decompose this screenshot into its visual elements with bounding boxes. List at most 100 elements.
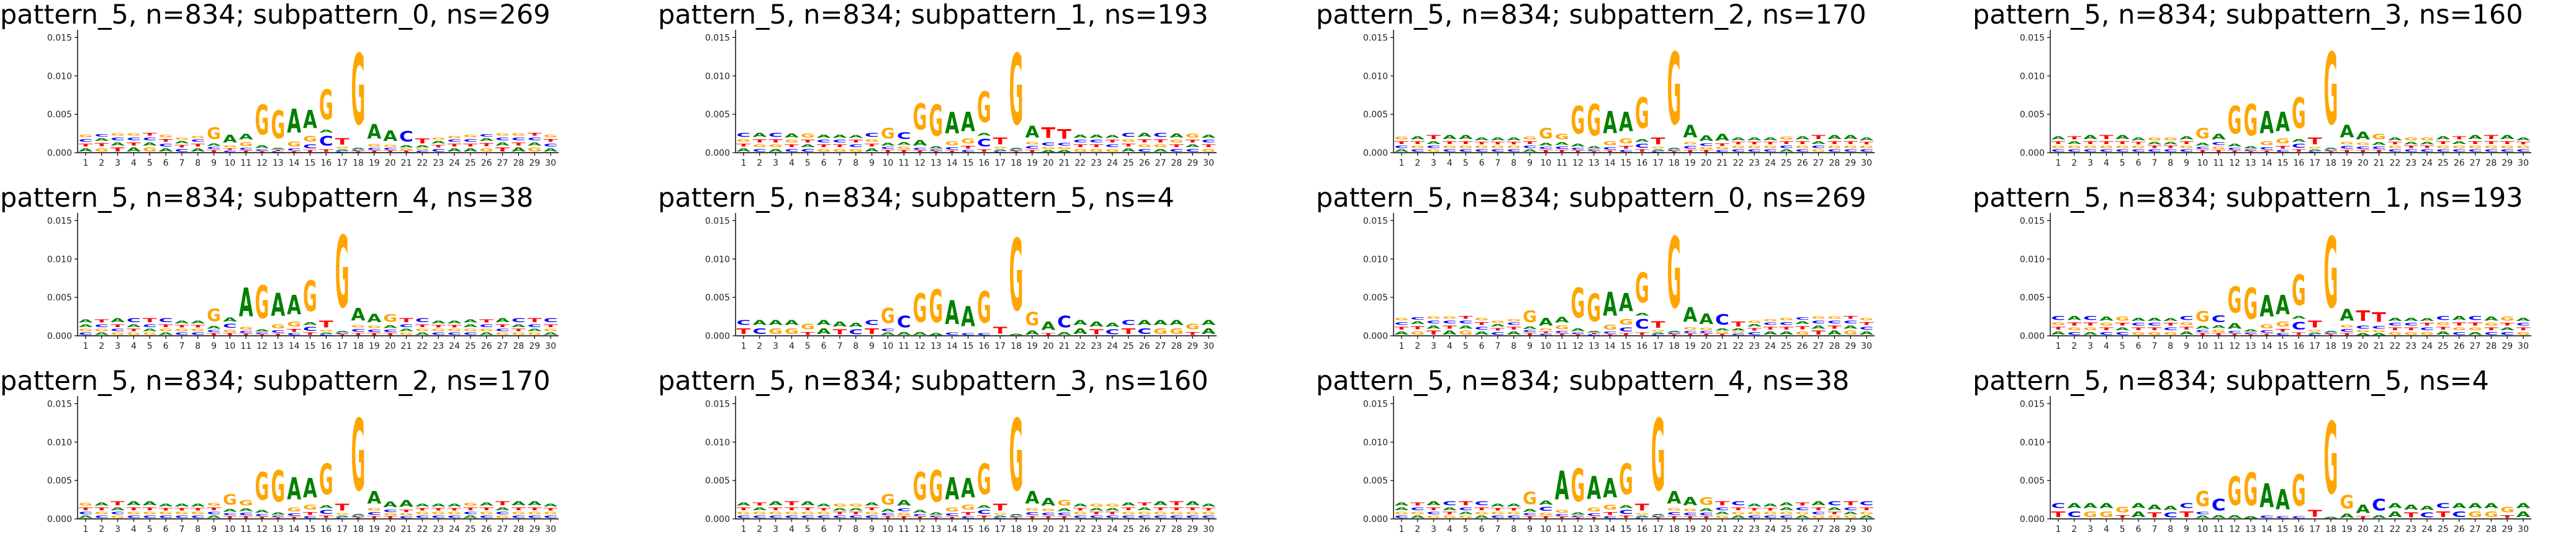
logo-letter-g: G <box>207 502 221 507</box>
logo-letter-a: A <box>2067 315 2081 322</box>
logo-letter-c: C <box>415 318 430 324</box>
logo-letter-c: C <box>351 516 366 517</box>
logo-letter-t: T <box>1827 325 1842 330</box>
logo-letter-a: A <box>448 503 462 507</box>
logo-panel-11: pattern_5, n=834; subpattern_4, ns=38 0.0… <box>1316 366 1875 534</box>
logo-letter-g: G <box>961 137 975 145</box>
logo-letter-a: A <box>2115 135 2130 141</box>
logo-letter-t: T <box>2516 326 2531 331</box>
logo-letter-a: A <box>1153 148 1168 153</box>
panel-title: pattern_5, n=834; subpattern_2, ns=170 <box>1316 0 1867 30</box>
logo-letter-g: G <box>1827 145 1842 149</box>
y-tick-label: 0.015 <box>47 216 72 226</box>
x-tick-label: 29 <box>529 341 540 351</box>
logo-letter-t: T <box>448 325 462 328</box>
logo-letter-c: C <box>1153 515 1168 519</box>
x-tick-label: 30 <box>1861 341 1872 351</box>
x-tick-label: 22 <box>2390 158 2401 168</box>
x-tick-label: 12 <box>256 158 268 168</box>
logo-letter-a: A <box>1506 503 1521 507</box>
logo-letter-t: T <box>2340 150 2355 153</box>
logo-letter-t: T <box>2484 326 2499 331</box>
x-tick-label: 18 <box>2325 524 2336 534</box>
x-tick-label: 14 <box>289 524 300 534</box>
logo-letter-c: C <box>2420 149 2434 153</box>
logo-letter-g: G <box>2148 331 2162 336</box>
x-tick-label: 1 <box>83 524 88 534</box>
x-tick-label: 18 <box>1011 524 1022 534</box>
logo-letter-g: G <box>1683 326 1698 330</box>
logo-letter-c: C <box>464 332 478 336</box>
x-tick-label: 27 <box>2470 524 2481 534</box>
x-tick-label: 25 <box>2438 524 2449 534</box>
logo-letter-a: A <box>1202 503 1217 507</box>
logo-letter-g: G <box>479 147 493 153</box>
logo-letter-t: T <box>2051 140 2066 145</box>
logo-letter-a: A <box>1795 320 1810 325</box>
logo-letter-c: C <box>1667 150 1682 151</box>
logo-letter-a: A <box>1603 473 1617 504</box>
logo-letter-a: A <box>1699 134 1713 143</box>
x-tick-label: 11 <box>2213 341 2224 351</box>
logo-letter-g: G <box>1844 515 1858 519</box>
logo-letter-g: G <box>1603 323 1617 331</box>
panel-title: pattern_5, n=834; subpattern_4, ns=38 <box>1316 366 1849 397</box>
logo-letter-t: T <box>817 143 832 148</box>
logo-letter-t: T <box>768 138 783 144</box>
logo-letter-t: T <box>431 508 446 511</box>
logo-letter-a: A <box>110 142 125 147</box>
logo-letter-g: G <box>335 215 349 330</box>
logo-letter-t: T <box>1715 143 1730 146</box>
logo-letter-g: G <box>1731 331 1745 334</box>
x-tick-label: 10 <box>2197 524 2209 534</box>
logo-letter-t: T <box>448 143 462 147</box>
logo-letter-a: A <box>464 323 479 328</box>
logo-letter-a: A <box>2420 505 2434 511</box>
logo-letter-t: T <box>1619 333 1634 336</box>
logo-letter-g: G <box>737 511 751 515</box>
y-tick-label: 0.010 <box>1363 438 1388 448</box>
logo-letter-t: T <box>223 148 238 151</box>
logo-letter-g: G <box>351 324 366 328</box>
logo-letter-g: G <box>383 513 397 516</box>
logo-letter-t: T <box>1587 516 1602 519</box>
logo-letter-c: C <box>2372 146 2386 150</box>
logo-letter-g: G <box>2292 90 2306 138</box>
logo-letter-t: T <box>2163 145 2178 149</box>
logo-letter-t: T <box>2244 151 2259 153</box>
x-tick-label: 7 <box>2151 158 2157 168</box>
logo-letter-t: T <box>1571 150 1586 153</box>
x-tick-label: 15 <box>1621 524 1632 534</box>
y-tick-label: 0.010 <box>705 438 730 448</box>
logo-letter-g: G <box>1202 511 1216 515</box>
logo-letter-g: G <box>1860 317 1874 321</box>
logo-letter-t: T <box>1506 326 1521 330</box>
logo-letter-c: C <box>303 326 317 332</box>
logo-letter-c: C <box>993 151 1007 153</box>
logo-letter-c: C <box>1491 149 1505 153</box>
x-tick-label: 22 <box>1733 524 1744 534</box>
logo-letter-t: T <box>1811 134 1826 140</box>
logo-letter-g: G <box>110 332 125 336</box>
logo-letter-a: A <box>1795 135 1809 141</box>
x-tick-label: 16 <box>2294 341 2305 351</box>
logo-letter-a: A <box>849 322 863 328</box>
x-tick-label: 26 <box>1139 524 1150 534</box>
logo-letter-a: A <box>1539 316 1553 328</box>
logo-letter-a: A <box>1202 319 1217 326</box>
x-tick-label: 1 <box>1398 341 1404 351</box>
logo-letter-a: A <box>143 142 157 147</box>
logo-letter-a: A <box>495 506 510 511</box>
logo-letter-c: C <box>2179 149 2194 153</box>
logo-letter-a: A <box>2388 137 2403 141</box>
logo-letter-a: A <box>1811 140 1826 145</box>
logo-letter-c: C <box>2179 502 2194 510</box>
logo-letter-a: A <box>2340 122 2354 142</box>
logo-letter-a: A <box>2516 510 2531 520</box>
logo-letter-t: T <box>768 506 783 511</box>
logo-letter-g: G <box>110 515 125 519</box>
logo-letter-g: G <box>448 136 462 139</box>
logo-letter-c: C <box>2292 516 2306 519</box>
logo-letter-t: T <box>849 139 863 143</box>
logo-letter-t: T <box>94 142 109 148</box>
